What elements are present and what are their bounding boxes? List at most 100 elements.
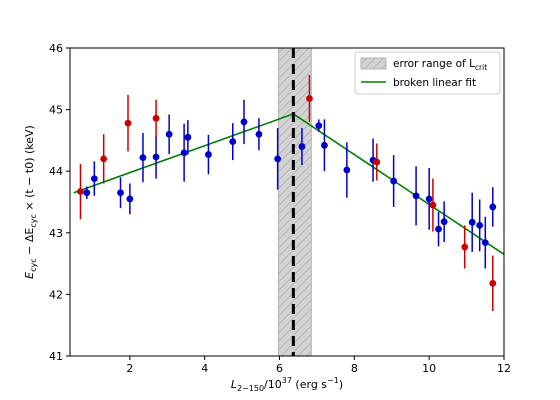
data-marker (489, 279, 497, 287)
x-axis-label-rest: /10 (264, 378, 282, 391)
blue-point (152, 135, 160, 179)
blue-point (481, 216, 489, 269)
y-tick-label: 45 (49, 104, 63, 117)
y-tick-label: 42 (49, 288, 63, 301)
y-axis-label-base: E (23, 272, 36, 279)
data-marker (180, 149, 188, 157)
blue-point (205, 134, 212, 175)
data-marker (139, 154, 147, 162)
plot-frame (69, 47, 505, 357)
x-tick-label: 6 (276, 362, 283, 375)
blue-point (440, 201, 448, 243)
data-marker (165, 130, 173, 138)
data-points-layer (77, 75, 497, 312)
red-point (489, 255, 497, 312)
red-point (77, 163, 84, 220)
data-marker (240, 118, 248, 126)
x-axis-label-end: ) (339, 378, 343, 391)
y-tick-label: 44 (49, 165, 63, 178)
red-point (429, 178, 437, 232)
blue-point (390, 155, 398, 207)
data-marker (90, 175, 98, 182)
x-axis-label-sub: 2−150 (237, 384, 264, 393)
x-axis-label-base: L (231, 378, 237, 391)
red-point (100, 134, 108, 184)
data-marker (152, 153, 160, 161)
blue-point (90, 161, 98, 196)
data-marker (468, 218, 476, 226)
data-marker (373, 158, 381, 166)
y-axis-label-end: × (t − t0) (keV) (23, 125, 36, 214)
blue-point (184, 120, 192, 155)
blue-point (229, 123, 237, 161)
data-marker (461, 243, 469, 251)
y-tick-label: 41 (49, 350, 63, 363)
y-axis-label-mid: − ΔE (23, 228, 36, 259)
data-marker (184, 133, 192, 141)
data-marker (126, 195, 134, 203)
legend-label-band: error range of Lcrit (393, 58, 487, 72)
blue-point (165, 114, 173, 154)
data-marker (321, 141, 328, 149)
red-point (461, 225, 469, 269)
x-tick-label: 10 (422, 362, 436, 375)
x-axis-label-sup2: −1 (327, 376, 339, 385)
data-marker (343, 166, 351, 174)
red-point (124, 94, 132, 152)
legend-swatch-band (360, 57, 387, 70)
data-marker (255, 130, 263, 138)
blue-point (255, 118, 263, 151)
data-marker (435, 225, 442, 233)
data-marker (205, 151, 212, 158)
y-axis-label-sub2: cyc (29, 214, 38, 228)
data-marker (152, 114, 160, 122)
blue-point (298, 128, 306, 166)
legend-label-band-base: error range of L (393, 58, 475, 70)
red-point (306, 75, 313, 122)
x-tick-label: 12 (497, 362, 511, 375)
legend-label-band-sub: crit (475, 63, 487, 72)
blue-point (489, 187, 497, 227)
blue-point (321, 119, 328, 172)
data-marker (83, 189, 91, 197)
blue-point (412, 166, 420, 226)
y-axis-label-sub: cyc (29, 258, 38, 272)
blue-point (240, 99, 248, 145)
data-marker (425, 195, 433, 203)
x-tick-label: 8 (351, 362, 358, 375)
x-axis-label-sup: 37 (282, 376, 292, 385)
blue-point (274, 128, 282, 190)
data-marker (481, 239, 489, 247)
data-marker (476, 222, 484, 229)
blue-point (83, 186, 91, 199)
red-point (152, 99, 160, 137)
blue-point (476, 199, 484, 252)
data-marker (306, 95, 313, 102)
data-marker (77, 188, 84, 195)
blue-point (425, 168, 433, 230)
blue-point (435, 211, 442, 247)
data-marker (390, 177, 398, 185)
legend: error range of Lcrit broken linear fit (354, 51, 501, 95)
blue-point (468, 192, 476, 252)
data-marker (117, 189, 124, 197)
blue-point (180, 123, 188, 182)
data-marker (100, 155, 108, 163)
blue-point (126, 183, 134, 215)
blue-point (315, 119, 323, 132)
data-marker (440, 218, 448, 226)
red-point (373, 143, 381, 181)
blue-point (139, 133, 147, 183)
blue-point (343, 142, 351, 198)
y-axis-label: Ecyc − ΔEcyc × (t − t0) (keV) (23, 125, 38, 279)
legend-label-fit: broken linear fit (393, 77, 476, 89)
data-marker (274, 155, 282, 163)
data-marker (315, 122, 323, 130)
data-marker (229, 138, 237, 146)
x-tick-label: 2 (126, 362, 133, 375)
data-marker (298, 143, 306, 150)
data-marker (429, 201, 437, 209)
x-tick-label: 4 (201, 362, 208, 375)
